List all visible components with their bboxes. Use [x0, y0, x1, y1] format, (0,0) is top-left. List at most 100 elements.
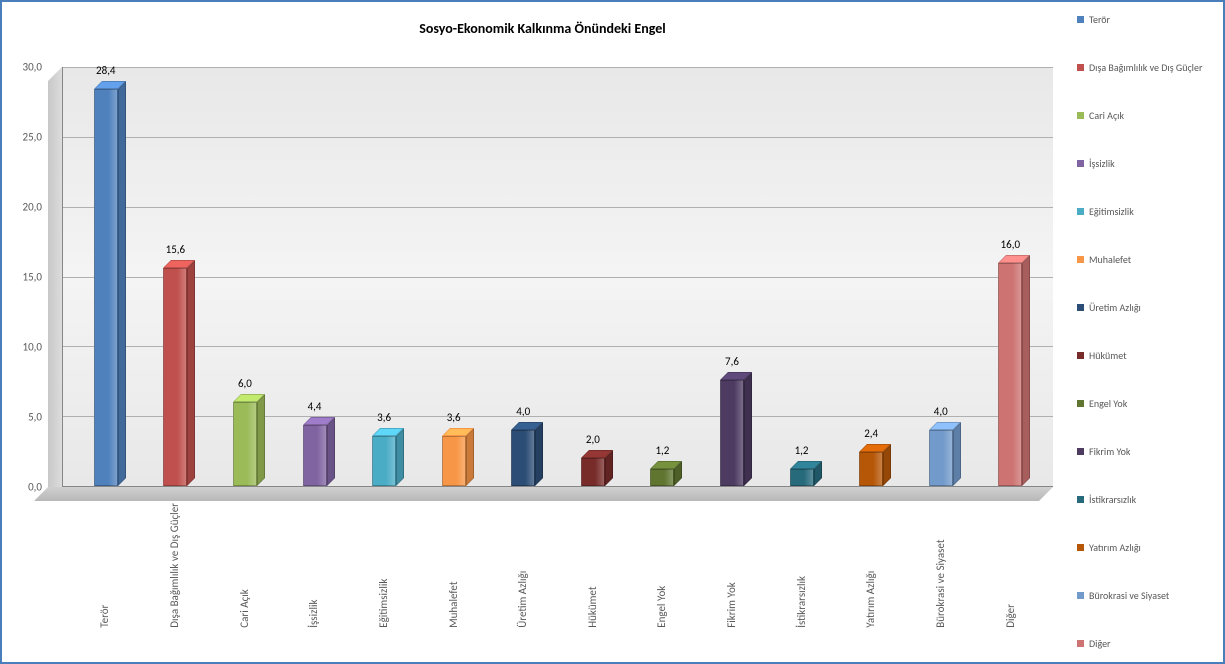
bar: 1,2 — [650, 469, 674, 486]
x-tick-label: İstikrarsızlık — [795, 503, 808, 628]
x-tick-label: Engel Yok — [655, 503, 668, 628]
bar-value-label: 4,4 — [308, 400, 322, 413]
x-tick-label: Eğitimsizlik — [377, 503, 390, 628]
bar-front — [94, 89, 118, 486]
legend-swatch — [1077, 256, 1084, 263]
legend-item: Dışa Bağımlılık ve Dış Güçler — [1077, 62, 1215, 74]
x-label-slot: İşsizlik — [279, 503, 349, 628]
bar-value-label: 3,6 — [377, 411, 391, 424]
bar-slot: 3,6 — [419, 67, 489, 486]
chart-title: Sosyo-Ekonomik Kalkınma Önündeki Engel — [22, 20, 1063, 37]
bar-front — [998, 263, 1022, 486]
legend-swatch — [1077, 352, 1084, 359]
legend-item: Fikrim Yok — [1077, 446, 1215, 458]
legend-swatch — [1077, 64, 1084, 71]
bar-front — [650, 469, 674, 486]
legend-label: Eğitimsizlik — [1089, 206, 1134, 218]
legend-label: Diğer — [1089, 638, 1111, 650]
bar-slot: 2,0 — [558, 67, 628, 486]
legend-swatch — [1077, 112, 1084, 119]
plot-side-wall — [48, 67, 62, 501]
legend-swatch — [1077, 640, 1084, 647]
x-tick-label: Dışa Bağımlılık ve Dış Güçler — [168, 503, 181, 628]
bars-container: 28,4 15,6 6,0 4,4 3,6 3,6 4,0 2,0 1,2 7,6 1,2 2,4 4,… — [63, 67, 1053, 486]
x-label-slot: Hükümet — [557, 503, 627, 628]
bar-value-label: 1,2 — [655, 444, 669, 457]
bar: 3,6 — [442, 436, 466, 486]
legend-item: Yatırım Azlığı — [1077, 542, 1215, 554]
bar-slot: 2,4 — [836, 67, 906, 486]
bar-slot: 6,0 — [210, 67, 280, 486]
x-label-slot: Dışa Bağımlılık ve Dış Güçler — [140, 503, 210, 628]
x-tick-label: Bürokrasi ve Siyaset — [934, 503, 947, 628]
bar-front — [442, 436, 466, 486]
bar-side — [118, 81, 126, 486]
bar-side — [953, 422, 961, 486]
bar: 2,0 — [581, 458, 605, 486]
legend-label: Bürokrasi ve Siyaset — [1089, 590, 1169, 602]
bar: 6,0 — [233, 402, 257, 486]
bar: 4,4 — [303, 425, 327, 486]
legend-item: İstikrarsızlık — [1077, 494, 1215, 506]
bar: 2,4 — [859, 452, 883, 486]
bar-front — [929, 430, 953, 486]
bar-side — [883, 444, 891, 486]
legend-item: Diğer — [1077, 638, 1215, 650]
legend-swatch — [1077, 592, 1084, 599]
legend-label: Muhalefet — [1089, 254, 1131, 266]
x-label-slot: Fikrim Yok — [697, 503, 767, 628]
bar-front — [511, 430, 535, 486]
x-tick-label: Muhalefet — [447, 503, 460, 628]
bar-value-label: 7,6 — [725, 355, 739, 368]
x-label-slot: Yatırım Azlığı — [836, 503, 906, 628]
bar-front — [163, 268, 187, 486]
y-tick-label: 25,0 — [23, 130, 42, 143]
x-label-slot: Cari Açık — [209, 503, 279, 628]
bar: 15,6 — [163, 268, 187, 486]
bar-front — [859, 452, 883, 486]
x-label-slot: İstikrarsızlık — [766, 503, 836, 628]
legend-item: Bürokrasi ve Siyaset — [1077, 590, 1215, 602]
chart-container: Sosyo-Ekonomik Kalkınma Önündeki Engel 2… — [0, 0, 1225, 664]
bar-front — [372, 436, 396, 486]
x-tick-label: Fikrim Yok — [725, 503, 738, 628]
legend-label: Üretim Azlığı — [1089, 302, 1141, 314]
bar: 7,6 — [720, 380, 744, 486]
legend-item: Muhalefet — [1077, 254, 1215, 266]
bar-side — [1022, 255, 1030, 486]
bar-value-label: 6,0 — [238, 377, 252, 390]
plot-wrapper: 28,4 15,6 6,0 4,4 3,6 3,6 4,0 2,0 1,2 7,6 1,2 2,4 4,… — [62, 67, 1053, 487]
y-tick-label: 15,0 — [23, 271, 42, 284]
bar-value-label: 4,0 — [934, 405, 948, 418]
x-tick-label: İşsizlik — [307, 503, 320, 628]
bar-front — [581, 458, 605, 486]
legend-swatch — [1077, 400, 1084, 407]
bar-side — [466, 428, 474, 486]
chart-main: Sosyo-Ekonomik Kalkınma Önündeki Engel 2… — [2, 2, 1073, 662]
bar: 4,0 — [929, 430, 953, 486]
y-tick-label: 10,0 — [23, 340, 42, 353]
bar-slot: 4,0 — [906, 67, 976, 486]
legend-label: Hükümet — [1089, 350, 1127, 362]
bar: 28,4 — [94, 89, 118, 486]
plot-area: 28,4 15,6 6,0 4,4 3,6 3,6 4,0 2,0 1,2 7,6 1,2 2,4 4,… — [62, 67, 1053, 487]
legend-label: Engel Yok — [1089, 398, 1127, 410]
legend-item: Hükümet — [1077, 350, 1215, 362]
bar-front — [790, 469, 814, 486]
bar: 1,2 — [790, 469, 814, 486]
x-tick-label: Terör — [98, 503, 111, 628]
x-tick-label: Cari Açık — [238, 503, 251, 628]
x-axis-labels: Terör Dışa Bağımlılık ve Dış Güçler Cari A… — [62, 503, 1053, 628]
bar-slot: 1,2 — [628, 67, 698, 486]
x-tick-label: Diğer — [1004, 503, 1017, 628]
bar-side — [535, 422, 543, 486]
bar-value-label: 2,4 — [864, 427, 878, 440]
legend-swatch — [1077, 448, 1084, 455]
bar-front — [720, 380, 744, 486]
legend-item: Engel Yok — [1077, 398, 1215, 410]
legend-item: İşsizlik — [1077, 158, 1215, 170]
bar-value-label: 15,6 — [166, 243, 185, 256]
x-tick-label: Üretim Azlığı — [516, 503, 529, 628]
x-label-slot: Engel Yok — [627, 503, 697, 628]
bar-value-label: 16,0 — [1001, 238, 1020, 251]
